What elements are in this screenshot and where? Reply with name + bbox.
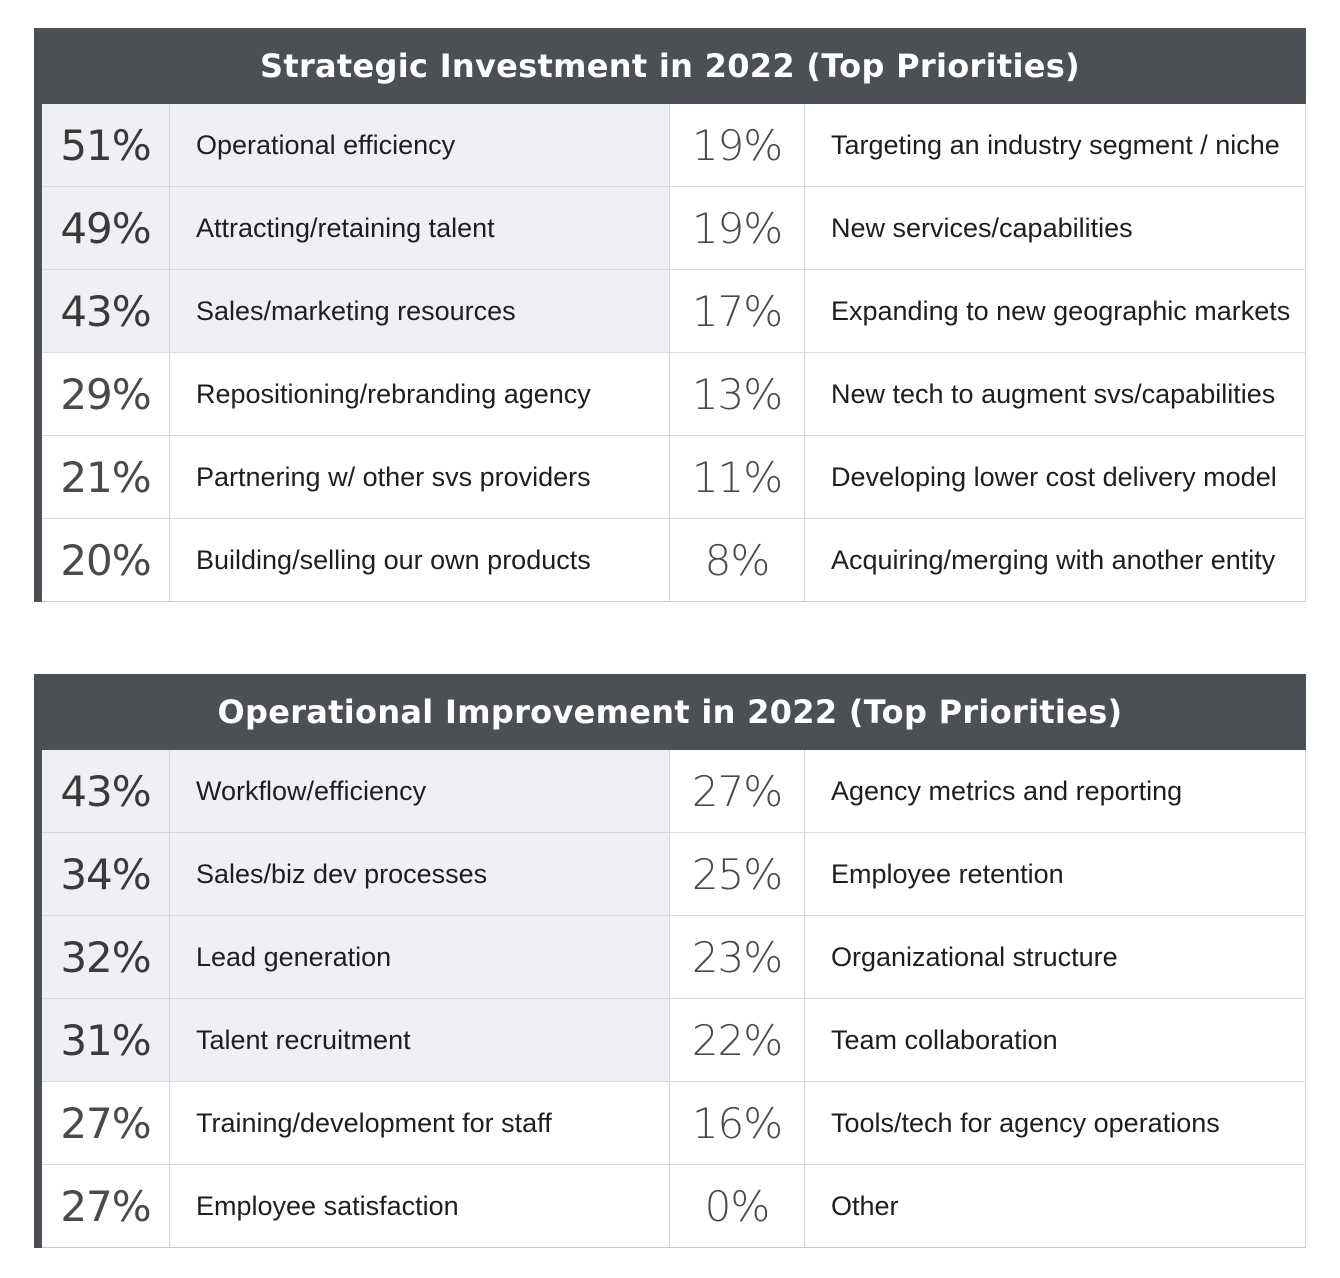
right-label-cell: Acquiring/merging with another entity bbox=[805, 519, 1306, 601]
left-label-cell: Workflow/efficiency bbox=[170, 750, 670, 832]
left-label-cell: Operational efficiency bbox=[170, 104, 670, 186]
right-percent-cell: 8% bbox=[670, 519, 805, 601]
table-row: 49% Attracting/retaining talent 19% New ser… bbox=[42, 187, 1306, 270]
left-label-cell: Employee satisfaction bbox=[170, 1165, 670, 1247]
table-row: 21% Partnering w/ other svs providers 11% D… bbox=[42, 436, 1306, 519]
table-row: 51% Operational efficiency 19% Targeting an… bbox=[42, 104, 1306, 187]
right-label-cell: Agency metrics and reporting bbox=[805, 750, 1306, 832]
left-percent-cell: 31% bbox=[42, 999, 170, 1081]
right-percent-cell: 11% bbox=[670, 436, 805, 518]
table-row: 31% Talent recruitment 22% Team collaborati… bbox=[42, 999, 1306, 1082]
table-row: 32% Lead generation 23% Organizational stru… bbox=[42, 916, 1306, 999]
left-label-cell: Partnering w/ other svs providers bbox=[170, 436, 670, 518]
left-percent-cell: 43% bbox=[42, 750, 170, 832]
table-body: 43% Workflow/efficiency 27% Agency metrics … bbox=[34, 750, 1306, 1248]
table-title: Operational Improvement in 2022 (Top Pri… bbox=[34, 674, 1306, 750]
left-percent-cell: 27% bbox=[42, 1082, 170, 1164]
right-label-cell: Developing lower cost delivery model bbox=[805, 436, 1306, 518]
right-percent-cell: 25% bbox=[670, 833, 805, 915]
table-row: 43% Workflow/efficiency 27% Agency metrics … bbox=[42, 750, 1306, 833]
table-title: Strategic Investment in 2022 (Top Priori… bbox=[34, 28, 1306, 104]
left-percent-cell: 20% bbox=[42, 519, 170, 601]
left-percent-cell: 49% bbox=[42, 187, 170, 269]
table-row: 29% Repositioning/rebranding agency 13% New… bbox=[42, 353, 1306, 436]
left-label-cell: Sales/biz dev processes bbox=[170, 833, 670, 915]
table-row: 27% Training/development for staff 16% Tool… bbox=[42, 1082, 1306, 1165]
left-percent-cell: 43% bbox=[42, 270, 170, 352]
right-percent-cell: 0% bbox=[670, 1165, 805, 1247]
table-row: 27% Employee satisfaction 0% Other bbox=[42, 1165, 1306, 1248]
left-percent-cell: 29% bbox=[42, 353, 170, 435]
right-percent-cell: 17% bbox=[670, 270, 805, 352]
left-percent-cell: 34% bbox=[42, 833, 170, 915]
right-label-cell: Other bbox=[805, 1165, 1306, 1247]
right-label-cell: Organizational structure bbox=[805, 916, 1306, 998]
right-percent-cell: 23% bbox=[670, 916, 805, 998]
right-percent-cell: 22% bbox=[670, 999, 805, 1081]
left-percent-cell: 51% bbox=[42, 104, 170, 186]
table-body: 51% Operational efficiency 19% Targeting an… bbox=[34, 104, 1306, 602]
right-percent-cell: 13% bbox=[670, 353, 805, 435]
left-label-cell: Repositioning/rebranding agency bbox=[170, 353, 670, 435]
right-label-cell: Targeting an industry segment / niche bbox=[805, 104, 1306, 186]
right-percent-cell: 19% bbox=[670, 187, 805, 269]
left-percent-cell: 32% bbox=[42, 916, 170, 998]
right-label-cell: New services/capabilities bbox=[805, 187, 1306, 269]
operational-improvement-table: Operational Improvement in 2022 (Top Pri… bbox=[34, 674, 1306, 1248]
right-label-cell: Tools/tech for agency operations bbox=[805, 1082, 1306, 1164]
table-row: 43% Sales/marketing resources 17% Expanding… bbox=[42, 270, 1306, 353]
left-percent-cell: 21% bbox=[42, 436, 170, 518]
right-percent-cell: 16% bbox=[670, 1082, 805, 1164]
left-label-cell: Attracting/retaining talent bbox=[170, 187, 670, 269]
right-percent-cell: 19% bbox=[670, 104, 805, 186]
left-label-cell: Training/development for staff bbox=[170, 1082, 670, 1164]
right-label-cell: Expanding to new geographic markets bbox=[805, 270, 1306, 352]
right-label-cell: Team collaboration bbox=[805, 999, 1306, 1081]
right-percent-cell: 27% bbox=[670, 750, 805, 832]
table-row: 20% Building/selling our own products 8% Ac… bbox=[42, 519, 1306, 602]
right-label-cell: Employee retention bbox=[805, 833, 1306, 915]
table-row: 34% Sales/biz dev processes 25% Employee re… bbox=[42, 833, 1306, 916]
left-label-cell: Building/selling our own products bbox=[170, 519, 670, 601]
left-label-cell: Sales/marketing resources bbox=[170, 270, 670, 352]
strategic-investment-table: Strategic Investment in 2022 (Top Priori… bbox=[34, 28, 1306, 602]
right-label-cell: New tech to augment svs/capabilities bbox=[805, 353, 1306, 435]
left-label-cell: Talent recruitment bbox=[170, 999, 670, 1081]
left-label-cell: Lead generation bbox=[170, 916, 670, 998]
left-percent-cell: 27% bbox=[42, 1165, 170, 1247]
